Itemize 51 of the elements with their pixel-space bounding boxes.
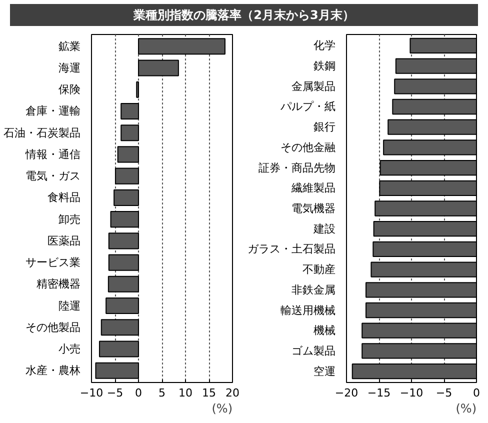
chart-title: 業種別指数の騰落率（2月末から3月末） xyxy=(134,7,354,24)
y-tick-label: 海運 xyxy=(58,62,80,75)
y-tick-label: 保険 xyxy=(58,83,80,96)
x-tick-label: −10 xyxy=(400,386,424,400)
y-tick-label: 水産・農林 xyxy=(26,364,80,378)
y-tick-label: 精密機器 xyxy=(36,278,80,291)
y-tick-label: 電気機器 xyxy=(292,202,336,215)
x-tick-label: −10 xyxy=(80,386,104,400)
y-tick-label: 小売 xyxy=(58,342,80,356)
x-tick-label: 5 xyxy=(158,386,166,400)
text: (%) xyxy=(456,402,476,416)
y-tick-label: 空運 xyxy=(314,364,336,378)
text: (%) xyxy=(212,402,232,416)
y-tick-label: 銀行 xyxy=(314,120,336,134)
y-tick-label: サービス業 xyxy=(26,256,80,270)
x-tick-label: −5 xyxy=(436,386,452,400)
y-tick-label: 情報・通信 xyxy=(24,148,80,161)
y-tick-label: 石油・石炭製品 xyxy=(4,126,80,140)
y-tick-label: 繊維製品 xyxy=(290,182,336,195)
y-tick-label: 輸送用機械 xyxy=(280,304,336,317)
x-tick-label: 0 xyxy=(473,386,480,400)
x-tick-label: 0 xyxy=(135,386,142,400)
y-tick-label: 証券・商品先物 xyxy=(258,161,336,174)
y-tick-label: 医薬品 xyxy=(48,234,80,248)
y-tick-label: 金属製品 xyxy=(292,80,336,93)
x-tick-label: −15 xyxy=(367,386,391,400)
x-tick-label: 20 xyxy=(226,386,240,400)
x-tick-label: −5 xyxy=(106,386,124,400)
y-tick-label: ゴム製品 xyxy=(292,344,336,358)
y-tick-label: パルプ・紙 xyxy=(280,100,336,114)
y-tick-label: 不動産 xyxy=(302,263,336,276)
y-tick-label: 食料品 xyxy=(48,191,80,204)
y-tick-label: 倉庫・運輸 xyxy=(26,104,80,118)
y-tick-label: 陸運 xyxy=(58,299,80,312)
y-tick-label: 機械 xyxy=(314,324,336,338)
bar xyxy=(120,102,139,120)
y-tick-label: 鉄鋼 xyxy=(314,60,336,73)
y-tick-label: 鉱業 xyxy=(58,40,80,53)
y-tick-label: 卸売 xyxy=(58,212,80,226)
y-tick-label: 建設 xyxy=(312,222,336,236)
y-tick-label: 非鉄金属 xyxy=(292,283,336,296)
y-tick-label: 化学 xyxy=(314,39,336,52)
x-tick-label: 15 xyxy=(202,386,216,400)
y-tick-label: その他製品 xyxy=(26,320,80,334)
x-tick-label: −20 xyxy=(334,386,358,400)
y-tick-label: その他金融 xyxy=(280,140,336,154)
bar xyxy=(120,124,139,142)
y-tick-label: 電気・ガス xyxy=(26,170,80,183)
bar xyxy=(138,60,179,76)
x-tick-label: 10 xyxy=(178,386,192,400)
y-tick-label: ガラス・土石製品 xyxy=(248,242,336,256)
